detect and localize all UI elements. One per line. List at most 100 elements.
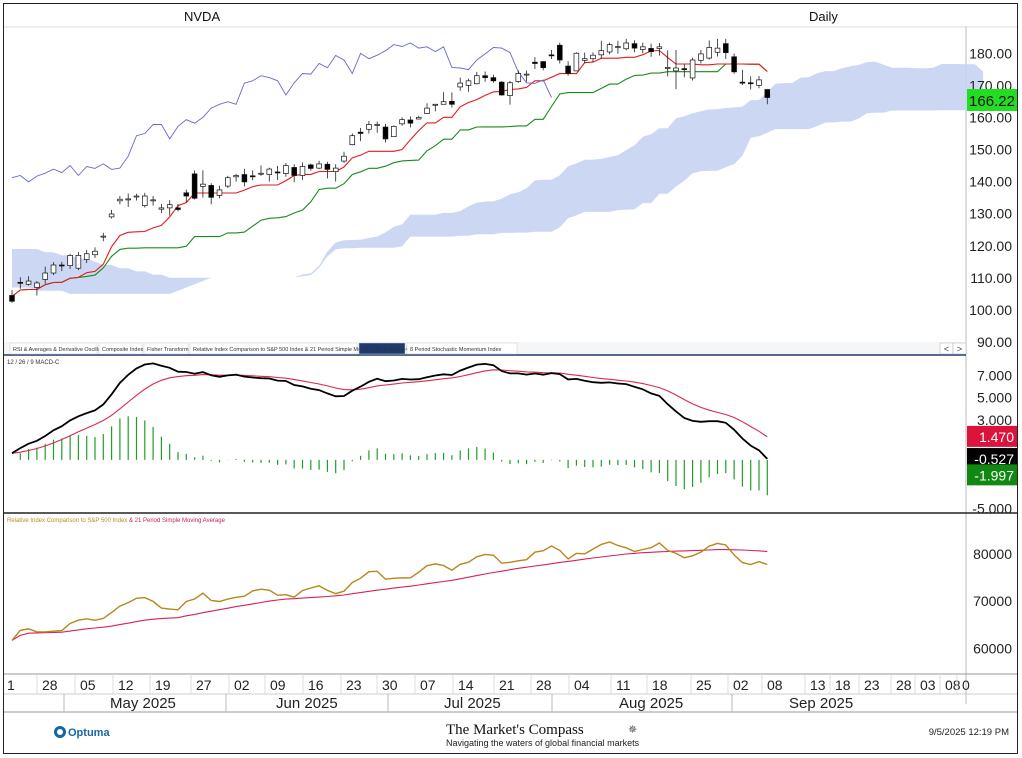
indicator-tab[interactable] xyxy=(98,342,143,355)
candle xyxy=(283,162,289,177)
compass-rose-icon: ✵ xyxy=(628,724,637,736)
brand-title: The Market's Compass xyxy=(446,722,584,738)
date-tick-label: 05 xyxy=(80,677,96,693)
candle xyxy=(598,40,605,59)
candle-body xyxy=(449,101,455,105)
date-tick-label: 16 xyxy=(308,677,324,693)
candle-body xyxy=(233,175,239,178)
indicator-tab[interactable] xyxy=(9,342,98,355)
candle xyxy=(266,167,273,182)
candle-body xyxy=(100,235,107,238)
candle xyxy=(507,80,513,105)
candle xyxy=(142,192,148,208)
candle xyxy=(357,128,364,142)
indicator-tab[interactable] xyxy=(143,342,189,355)
candle-body xyxy=(357,131,364,134)
candle-body xyxy=(490,77,497,82)
chart-interval: Daily xyxy=(809,9,838,24)
rel-title-sma: & 21 Period Simple Moving Average xyxy=(127,518,225,524)
indicator-tab[interactable] xyxy=(358,342,406,355)
svg-text:Relative Index Comparison to S: Relative Index Comparison to S&P 500 Ind… xyxy=(7,518,226,524)
candle-body xyxy=(366,124,372,130)
candle-body xyxy=(598,50,605,56)
candle-body xyxy=(507,82,513,96)
tab-next-button[interactable] xyxy=(952,342,967,355)
candle xyxy=(341,151,347,163)
date-tick-label: 09 xyxy=(270,677,286,693)
candle xyxy=(158,204,165,214)
month-label: Sep 2025 xyxy=(789,695,853,712)
macd-tick-label: 5.000 xyxy=(977,390,1012,406)
candle-body xyxy=(689,59,696,79)
candle-body xyxy=(532,61,538,64)
candle xyxy=(67,253,73,269)
date-axis: 1 28 05 12 19 27 02 09 16 23 30 07 14 21 28 04 11 18 25 02 0… xyxy=(4,673,1017,713)
candle xyxy=(17,277,24,289)
candle-body xyxy=(399,119,405,125)
candle-body xyxy=(565,65,571,74)
candle-body xyxy=(183,192,190,197)
candle-body xyxy=(747,82,754,85)
date-tick-label: 30 xyxy=(382,677,398,693)
macd-title: 12 / 26 / 9 MACD-C xyxy=(7,360,60,366)
candle xyxy=(92,247,98,258)
date-tick-label: 28 xyxy=(42,677,58,693)
candle-body xyxy=(291,167,297,176)
date-tick-label: 21 xyxy=(499,677,515,693)
candle xyxy=(258,165,264,176)
price-tick-label: 110.00 xyxy=(970,270,1012,286)
candle-body xyxy=(158,207,165,210)
date-tick-label: 13 xyxy=(810,677,826,693)
candle-body xyxy=(374,124,380,126)
candle xyxy=(308,163,314,171)
indicator-tab-label: Composite Index xyxy=(102,347,144,353)
candle xyxy=(407,116,414,128)
candle-body xyxy=(341,155,347,162)
candle-body xyxy=(606,44,613,53)
candle-body xyxy=(731,56,737,73)
candle xyxy=(673,50,679,90)
candle-body xyxy=(42,272,48,280)
candle-body xyxy=(415,117,422,120)
candle-body xyxy=(25,280,32,285)
candle-body xyxy=(266,168,273,175)
candle xyxy=(324,161,331,179)
macd-value-badge xyxy=(967,448,1017,470)
indicator-tab-label: RSI & Averages & Derivative Oscillator xyxy=(13,347,108,353)
date-tick-label: 23 xyxy=(864,677,880,693)
candle xyxy=(175,204,181,212)
candle-body xyxy=(9,295,15,302)
candle xyxy=(723,38,729,60)
macd-value-label: 1.470 xyxy=(979,429,1014,445)
candle xyxy=(606,42,613,55)
candle xyxy=(349,133,356,146)
candle xyxy=(125,193,131,207)
candle xyxy=(457,77,463,91)
candle-body xyxy=(200,183,206,187)
candle-body xyxy=(59,264,65,267)
candle xyxy=(449,92,455,108)
brand-subtitle: Navigating the waters of global financia… xyxy=(446,738,640,748)
candle-body xyxy=(557,44,563,61)
relative-index-line xyxy=(11,541,768,641)
candle-body xyxy=(548,54,555,57)
candle-body xyxy=(698,53,704,61)
candle xyxy=(648,43,654,57)
indicator-tab[interactable] xyxy=(406,342,518,355)
candle xyxy=(399,117,405,126)
candle-body xyxy=(34,282,40,288)
indicator-tab[interactable] xyxy=(189,342,358,355)
rel-title-main: Relative Index Comparison to S&P 500 Ind… xyxy=(7,518,127,524)
indicator-tab-label: Fisher Transform xyxy=(147,347,189,353)
optuma-logo-icon xyxy=(54,726,66,738)
tenkan-sen-line xyxy=(11,49,768,297)
candle-body xyxy=(673,67,679,72)
candle xyxy=(391,125,397,138)
relative-index-tick-label: 80000 xyxy=(973,546,1012,562)
macd-line xyxy=(11,362,768,460)
candle-body xyxy=(581,58,588,61)
candle xyxy=(117,196,123,205)
candle xyxy=(540,61,546,71)
candle-body xyxy=(125,198,131,201)
candle-body xyxy=(17,281,24,284)
